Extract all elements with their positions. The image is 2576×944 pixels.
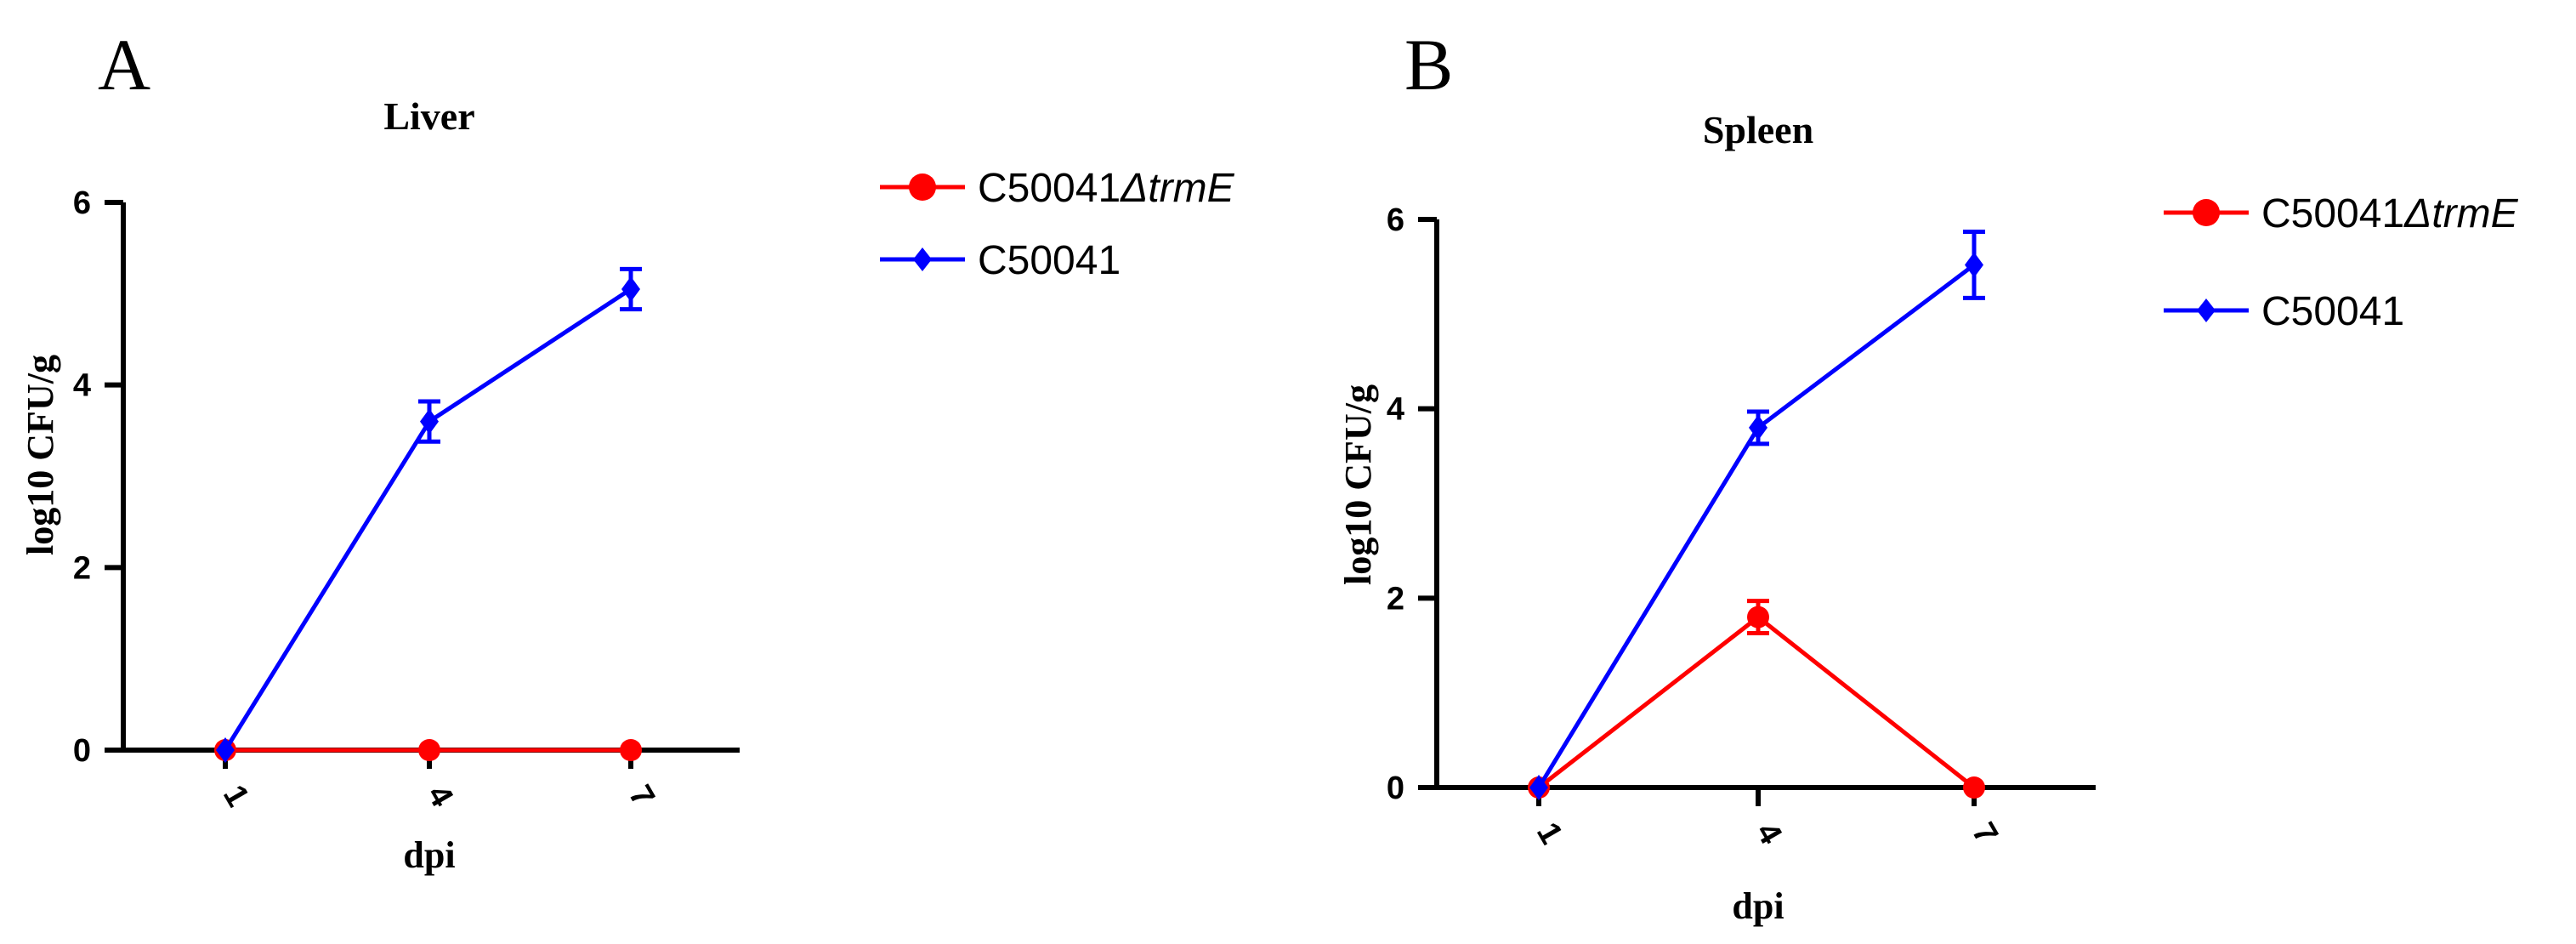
panel-b-series-wildtype-point [1749,414,1767,441]
panel-a-series-wildtype-legend-marker [913,247,932,271]
panel-b-legend: C50041ΔtrmE C50041 [2164,191,2519,334]
panel-b-y-tick-label: 2 [1387,581,1404,617]
panel-b-series-mutant-point [1963,776,1985,799]
panel-b-series-wildtype-point [1965,252,1983,278]
panel-a-series-wildtype-point [216,737,235,763]
panel-b-x-tick-label: 4 [1749,816,1789,850]
panel-a: A Liver log10 CFU/g dpi 0 2 4 6 1 4 7 C50041Δt… [20,24,1235,876]
panel-a-y-tick-label: 6 [73,185,91,221]
panel-a-series-wildtype-legend-label: C50041 [978,238,1121,283]
panel-a-title: Liver [383,94,474,138]
panel-b-series-mutant-line [1537,614,1976,789]
panel-a-x-tick-label: 4 [420,779,460,812]
panel-a-y-tick-label: 0 [73,733,91,769]
panel-a-series-wildtype-point [420,408,439,435]
panel-b-series-wildtype-legend-marker [2197,299,2216,322]
panel-b-series-mutant-point [1747,606,1769,628]
panel-b-series-mutant-legend-label: C50041ΔtrmE [2261,191,2519,236]
panel-a-legend: C50041ΔtrmE C50041 [880,166,1235,283]
panel-b-y-tick-label: 0 [1387,771,1404,806]
panel-b-xlabel: dpi [1732,885,1784,927]
panel-a-series-wildtype-point [621,276,640,302]
panel-a-series-mutant-legend-marker [909,173,936,201]
panel-b-x-tick-label: 1 [1529,816,1569,850]
panel-b-y-tick-label: 6 [1387,202,1404,238]
panel-a-series-wildtype-line [223,287,633,752]
panel-b-letter: B [1404,24,1453,105]
panel-b-series-wildtype-point [1529,775,1548,800]
panel-a-x-tick-label: 7 [621,779,661,812]
panel-a-xlabel: dpi [403,834,455,876]
panel-a-series-mutant-legend-label: C50041ΔtrmE [978,166,1235,211]
panel-a-series-mutant-point [620,739,642,761]
panel-b-ylabel: log10 CFU/g [1337,384,1379,585]
panel-b-y-tick-label: 4 [1387,392,1404,428]
panel-b-series-mutant-legend-marker [2193,199,2220,226]
panel-a-series-mutant-point [418,739,440,761]
panel-b-series-wildtype-line [1536,263,1976,789]
panel-a-x-tick-label: 1 [216,779,256,812]
panel-a-ylabel: log10 CFU/g [20,355,61,555]
panel-b-plot-area: 0 2 4 6 1 4 7 [1387,202,2096,850]
panel-b: B Spleen log10 CFU/g dpi 0 2 4 6 1 4 7 C50041Δ… [1337,24,2519,927]
panel-a-y-tick-label: 2 [73,550,91,586]
panel-a-letter: A [98,24,150,105]
panel-b-x-tick-label: 7 [1965,816,2005,850]
panel-b-title: Spleen [1703,108,1813,151]
panel-a-plot-area: 0 2 4 6 1 4 7 [73,185,740,813]
panel-b-series-wildtype-legend-label: C50041 [2261,289,2404,334]
panel-a-y-tick-label: 4 [73,368,91,404]
